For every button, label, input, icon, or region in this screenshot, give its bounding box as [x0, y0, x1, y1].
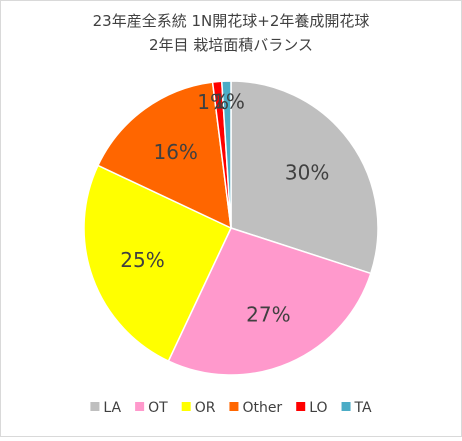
- pie-slice: [230, 80, 379, 275]
- legend-swatch: [90, 402, 100, 411]
- pie-slice: [83, 164, 232, 363]
- pie-slice: [96, 81, 232, 230]
- legend-label: Other: [242, 400, 282, 416]
- value-label: 1%: [213, 90, 245, 114]
- legend-label: OR: [195, 400, 216, 416]
- value-label: 27%: [246, 302, 290, 326]
- chart-title: 23年産全系統 1N開花球+2年養成開花球: [93, 12, 370, 30]
- pie-slice: [220, 80, 232, 229]
- value-label: 30%: [285, 161, 329, 185]
- value-label: 25%: [120, 248, 164, 272]
- legend-label: LO: [309, 400, 327, 416]
- legend-swatch: [341, 402, 351, 411]
- pie-slice: [167, 227, 372, 376]
- chart-title: 2年目 栽培面積バランス: [149, 36, 313, 54]
- legend-label: OT: [148, 400, 168, 416]
- value-label: 1%: [197, 90, 229, 114]
- legend-label: LA: [103, 400, 121, 416]
- legend-swatch: [229, 402, 239, 411]
- legend-swatch: [181, 402, 191, 411]
- legend-label: TA: [354, 400, 372, 416]
- value-label: 16%: [153, 140, 197, 164]
- legend-swatch: [135, 402, 145, 411]
- legend-swatch: [296, 402, 306, 411]
